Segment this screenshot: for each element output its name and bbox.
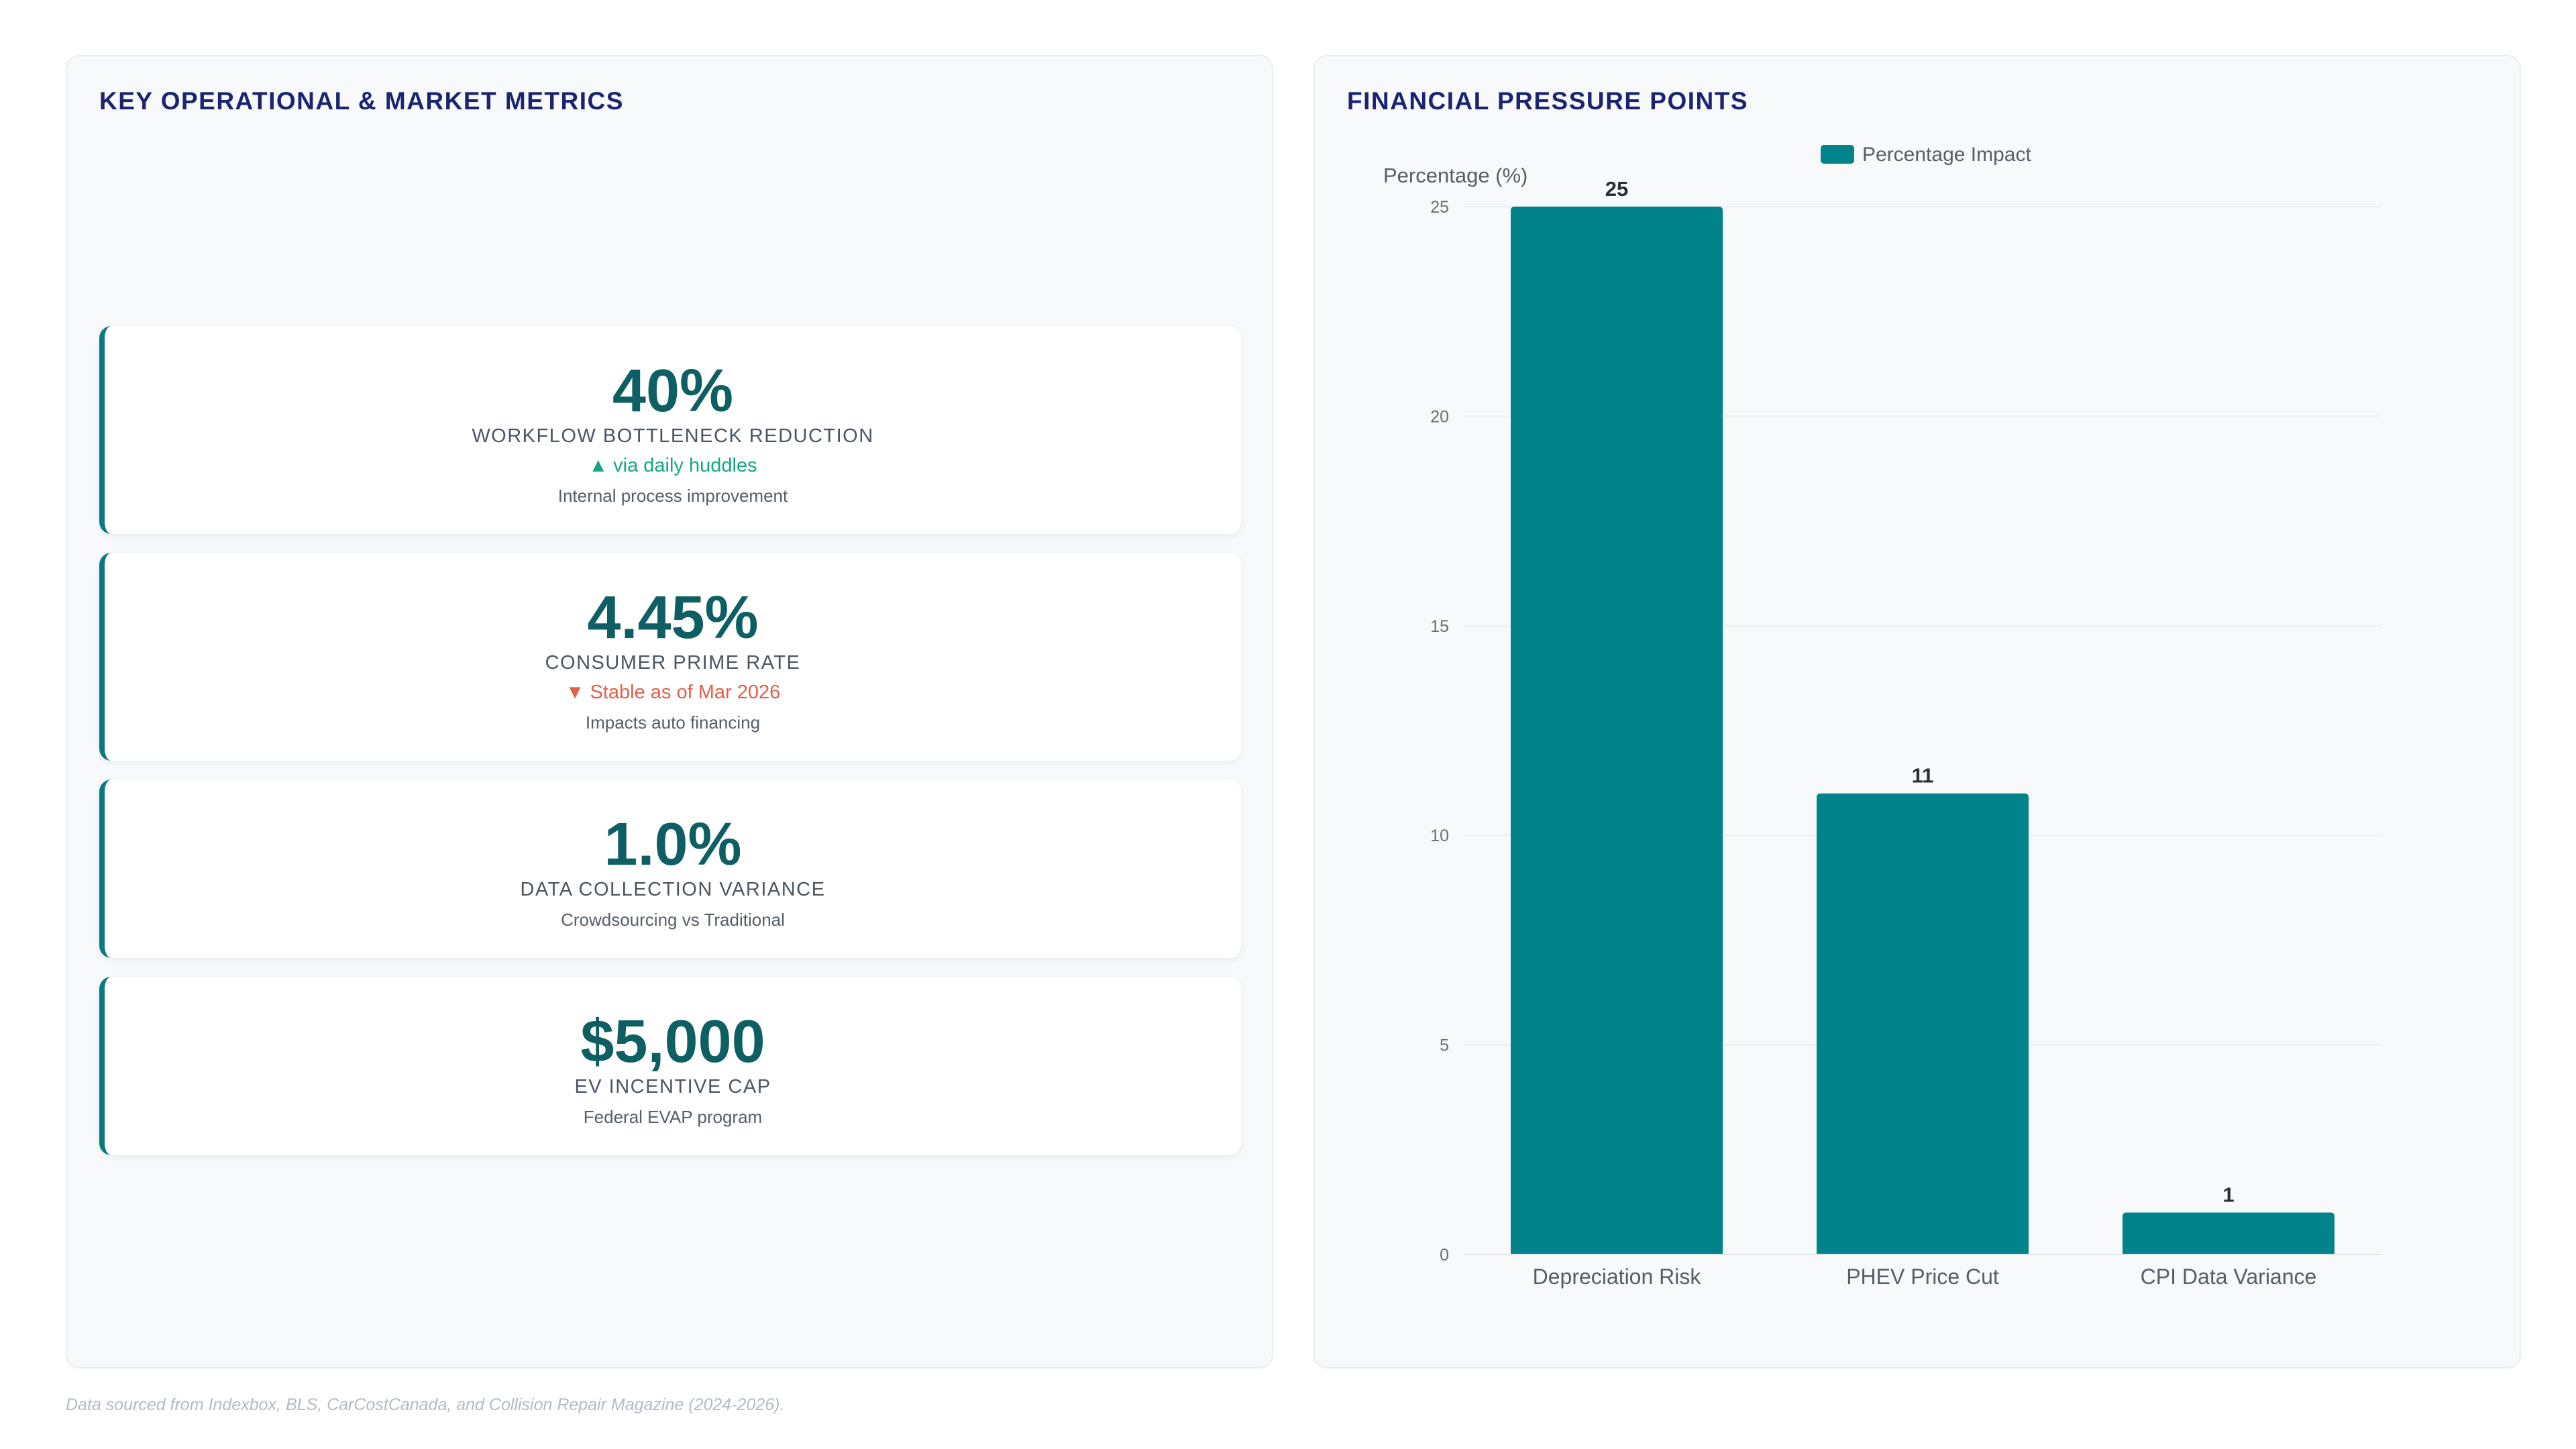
legend-label: Percentage Impact [1862, 144, 2031, 166]
y-tick-label: 25 [1430, 198, 1449, 217]
metric-note: Crowdsourcing vs Traditional [561, 910, 785, 930]
bar [1817, 793, 2029, 1254]
metric-value: 40% [612, 358, 734, 425]
financial-pressure-panel: FINANCIAL PRESSURE POINTS 0 5 10 15 20 25 Perc… [1313, 55, 2521, 1368]
y-tick-label: 15 [1430, 617, 1449, 636]
metric-value: 1.0% [604, 811, 742, 878]
x-tick-label: PHEV Price Cut [1846, 1265, 1999, 1289]
bar-value-label: 25 [1605, 177, 1628, 201]
bar-value-label: 1 [2222, 1183, 2234, 1207]
metric-note: Federal EVAP program [583, 1107, 763, 1127]
metric-trend: ▼ Stable as of Mar 2026 [565, 682, 781, 703]
y-tick-label: 0 [1440, 1246, 1449, 1265]
metric-card-workflow: 40% WORKFLOW BOTTLENECK REDUCTION ▲ via … [99, 326, 1241, 534]
metric-card-ev-incentive: $5,000 EV INCENTIVE CAP Federal EVAP pro… [99, 977, 1241, 1155]
metric-value: 4.45% [587, 584, 759, 651]
metric-note: Impacts auto financing [585, 712, 761, 733]
metric-card-prime-rate: 4.45% CONSUMER PRIME RATE ▼ Stable as of… [99, 553, 1241, 761]
key-metrics-title: KEY OPERATIONAL & MARKET METRICS [99, 87, 624, 115]
legend-swatch [1821, 145, 1854, 164]
metric-trend: ▲ via daily huddles [588, 455, 757, 476]
metric-label: DATA COLLECTION VARIANCE [520, 879, 826, 900]
metric-label: EV INCENTIVE CAP [574, 1076, 771, 1097]
y-axis-title: Percentage (%) [1383, 164, 1527, 187]
source-note: Data sourced from Indexbox, BLS, CarCost… [66, 1395, 785, 1414]
bar [1511, 207, 1723, 1254]
metric-label: CONSUMER PRIME RATE [545, 652, 801, 674]
metric-label: WORKFLOW BOTTLENECK REDUCTION [472, 425, 874, 447]
y-tick-label: 20 [1430, 407, 1449, 426]
key-metrics-panel: KEY OPERATIONAL & MARKET METRICS 40% WOR… [66, 55, 1273, 1368]
bar [2123, 1212, 2334, 1254]
metric-value: $5,000 [580, 1008, 765, 1075]
y-tick-label: 5 [1440, 1036, 1449, 1055]
metric-card-data-variance: 1.0% DATA COLLECTION VARIANCE Crowdsourc… [99, 780, 1241, 958]
metric-note: Internal process improvement [557, 486, 788, 506]
bar-chart: 0 5 10 15 20 25 Percentage (%) Percentage Impac… [1383, 144, 2381, 1289]
bar-value-label: 11 [1912, 764, 1934, 788]
x-tick-label: Depreciation Risk [1533, 1265, 1702, 1289]
y-tick-label: 10 [1430, 826, 1449, 845]
x-tick-label: CPI Data Variance [2141, 1265, 2317, 1289]
financial-pressure-title: FINANCIAL PRESSURE POINTS [1347, 87, 1749, 115]
